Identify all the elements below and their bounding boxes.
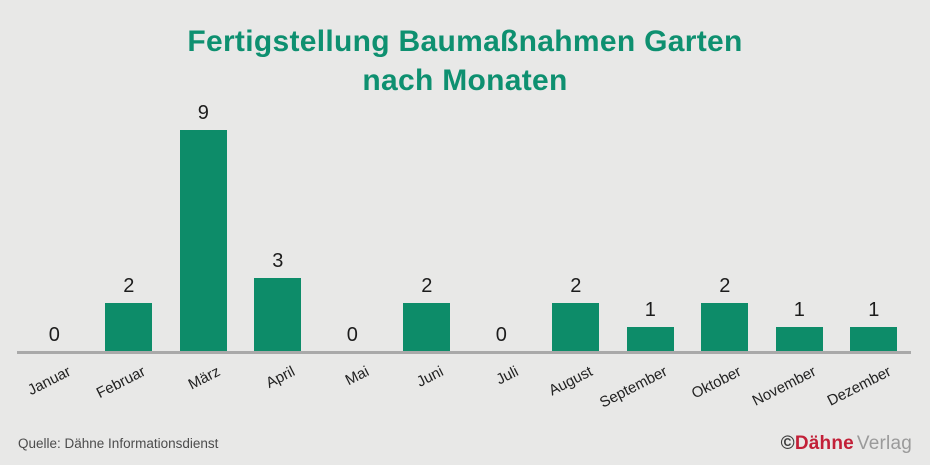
- bar: [105, 303, 153, 352]
- bar: [403, 303, 451, 352]
- publisher-logo: ©Dähne Verlag: [781, 433, 912, 455]
- value-label: 1: [793, 299, 805, 321]
- publisher-brand: Dähne: [794, 433, 854, 454]
- source-note: Quelle: Dähne Informationsdienst: [18, 436, 219, 451]
- bar: [701, 303, 749, 352]
- value-label: 0: [346, 324, 358, 346]
- month-label: Januar: [25, 363, 74, 399]
- month-label: September: [596, 363, 670, 412]
- month-label: August: [546, 363, 596, 400]
- x-axis-line: [17, 351, 911, 354]
- month-label: November: [749, 363, 819, 410]
- month-label: Februar: [93, 363, 149, 402]
- value-label: 2: [719, 275, 731, 297]
- chart-title-line1: Fertigstellung Baumaßnahmen Garten: [187, 25, 743, 58]
- publisher-suffix: Verlag: [856, 433, 912, 454]
- bar: [552, 303, 600, 352]
- bar: [254, 278, 302, 352]
- value-label: 2: [570, 275, 582, 297]
- month-label: Dezember: [824, 363, 894, 410]
- bar: [626, 327, 674, 352]
- chart-title-line2: nach Monaten: [362, 64, 568, 97]
- bar: [179, 130, 227, 352]
- bar: [775, 327, 823, 352]
- month-label: März: [185, 363, 223, 394]
- value-label: 3: [272, 250, 284, 272]
- copyright-symbol: ©: [780, 433, 795, 454]
- month-label: April: [263, 363, 298, 392]
- month-label: Mai: [342, 363, 372, 390]
- chart-title: Fertigstellung Baumaßnahmen Garten nach M…: [0, 22, 930, 100]
- value-label: 1: [868, 299, 880, 321]
- value-label: 1: [644, 299, 656, 321]
- value-label: 2: [123, 275, 135, 297]
- value-label: 0: [495, 324, 507, 346]
- month-label: Oktober: [689, 363, 745, 403]
- month-label: Juni: [414, 363, 447, 391]
- month-label: Juli: [493, 363, 521, 389]
- value-label: 9: [197, 102, 209, 124]
- value-label: 2: [421, 275, 433, 297]
- value-label: 0: [48, 324, 60, 346]
- bar: [850, 327, 898, 352]
